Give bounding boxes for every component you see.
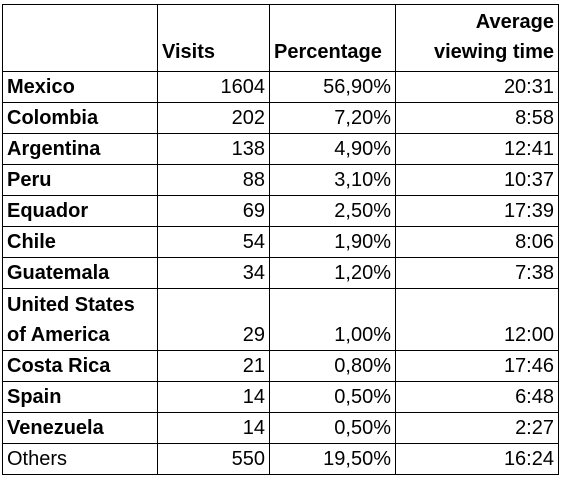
table-row: Spain 14 0,50% 6:48 bbox=[3, 382, 559, 413]
visits-cell: 34 bbox=[158, 258, 270, 289]
avg-time-cell: 8:58 bbox=[396, 103, 559, 134]
table-row: Colombia 202 7,20% 8:58 bbox=[3, 103, 559, 134]
avg-time-cell: 17:46 bbox=[396, 351, 559, 382]
percentage-cell: 7,20% bbox=[270, 103, 396, 134]
percentage-cell: 4,90% bbox=[270, 134, 396, 165]
avg-time-cell: 2:27 bbox=[396, 413, 559, 444]
table-row: Venezuela 14 0,50% 2:27 bbox=[3, 413, 559, 444]
country-cell: Guatemala bbox=[3, 258, 158, 289]
visits-cell: 1604 bbox=[158, 72, 270, 103]
country-cell: Spain bbox=[3, 382, 158, 413]
header-row: Visits Percentage Average viewing time bbox=[3, 5, 559, 72]
visits-by-country-table: Visits Percentage Average viewing time M… bbox=[2, 4, 559, 475]
avg-time-cell: 12:00 bbox=[396, 289, 559, 351]
avg-time-cell: 20:31 bbox=[396, 72, 559, 103]
table-row: United States of America 29 1,00% 12:00 bbox=[3, 289, 559, 351]
visits-cell: 69 bbox=[158, 196, 270, 227]
visits-cell: 21 bbox=[158, 351, 270, 382]
country-cell: Equador bbox=[3, 196, 158, 227]
table-row: Equador 69 2,50% 17:39 bbox=[3, 196, 559, 227]
visits-cell: 138 bbox=[158, 134, 270, 165]
country-cell: Mexico bbox=[3, 72, 158, 103]
avg-time-cell: 17:39 bbox=[396, 196, 559, 227]
country-cell: United States of America bbox=[3, 289, 158, 351]
country-cell: Costa Rica bbox=[3, 351, 158, 382]
country-cell: Peru bbox=[3, 165, 158, 196]
visits-cell: 14 bbox=[158, 413, 270, 444]
country-cell: Argentina bbox=[3, 134, 158, 165]
avg-time-cell: 12:41 bbox=[396, 134, 559, 165]
percentage-cell: 3,10% bbox=[270, 165, 396, 196]
avg-time-cell: 6:48 bbox=[396, 382, 559, 413]
country-cell: Others bbox=[3, 444, 158, 475]
header-country bbox=[3, 5, 158, 72]
table-row: Guatemala 34 1,20% 7:38 bbox=[3, 258, 559, 289]
avg-time-cell: 16:24 bbox=[396, 444, 559, 475]
table-row: Peru 88 3,10% 10:37 bbox=[3, 165, 559, 196]
header-percentage: Percentage bbox=[270, 5, 396, 72]
avg-time-cell: 8:06 bbox=[396, 227, 559, 258]
percentage-cell: 1,00% bbox=[270, 289, 396, 351]
table-row: Argentina 138 4,90% 12:41 bbox=[3, 134, 559, 165]
percentage-cell: 19,50% bbox=[270, 444, 396, 475]
percentage-cell: 2,50% bbox=[270, 196, 396, 227]
country-cell: Colombia bbox=[3, 103, 158, 134]
header-average-viewing-time: Average viewing time bbox=[396, 5, 559, 72]
visits-cell: 54 bbox=[158, 227, 270, 258]
table-row: Others 550 19,50% 16:24 bbox=[3, 444, 559, 475]
table-row: Chile 54 1,90% 8:06 bbox=[3, 227, 559, 258]
avg-time-cell: 10:37 bbox=[396, 165, 559, 196]
percentage-cell: 0,80% bbox=[270, 351, 396, 382]
visits-cell: 29 bbox=[158, 289, 270, 351]
percentage-cell: 1,20% bbox=[270, 258, 396, 289]
avg-time-cell: 7:38 bbox=[396, 258, 559, 289]
visits-cell: 14 bbox=[158, 382, 270, 413]
header-visits: Visits bbox=[158, 5, 270, 72]
percentage-cell: 0,50% bbox=[270, 382, 396, 413]
visits-cell: 202 bbox=[158, 103, 270, 134]
table-row: Costa Rica 21 0,80% 17:46 bbox=[3, 351, 559, 382]
percentage-cell: 56,90% bbox=[270, 72, 396, 103]
country-cell: Venezuela bbox=[3, 413, 158, 444]
country-cell: Chile bbox=[3, 227, 158, 258]
percentage-cell: 1,90% bbox=[270, 227, 396, 258]
visits-cell: 550 bbox=[158, 444, 270, 475]
table-row: Mexico 1604 56,90% 20:31 bbox=[3, 72, 559, 103]
percentage-cell: 0,50% bbox=[270, 413, 396, 444]
visits-cell: 88 bbox=[158, 165, 270, 196]
